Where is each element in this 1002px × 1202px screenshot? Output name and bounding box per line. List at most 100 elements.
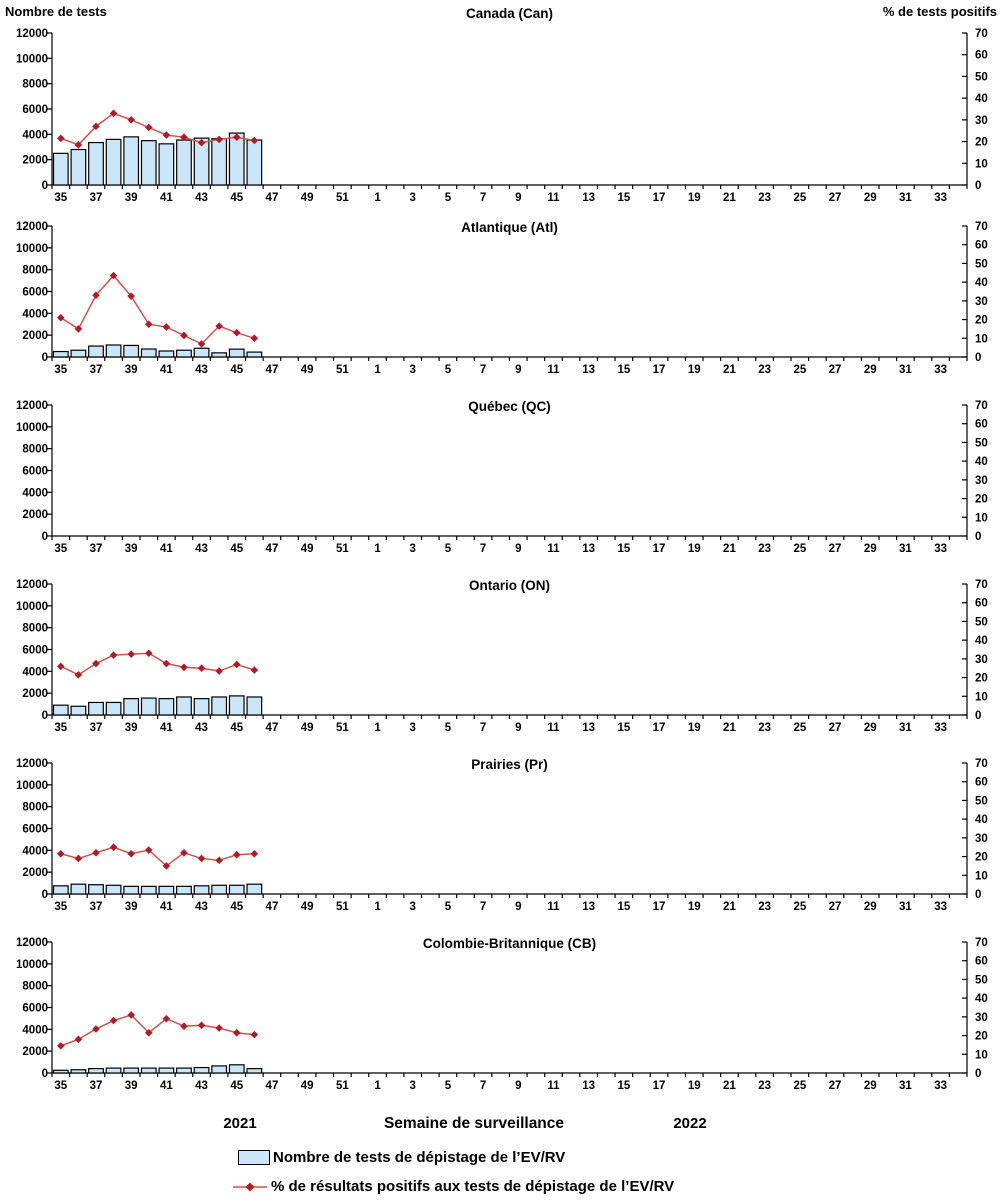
- week-tick-label: 51: [336, 1080, 349, 1092]
- week-tick-label: 17: [653, 901, 666, 913]
- bar-week-41: [158, 1067, 175, 1074]
- left-tick-label: 12000: [16, 937, 48, 949]
- right-tick-label: 0: [975, 180, 981, 192]
- week-tick-label: 23: [758, 1080, 771, 1092]
- bar-week-46: [246, 696, 263, 716]
- right-tick-label: 40: [975, 635, 988, 647]
- right-tick-label: 70: [975, 221, 988, 233]
- bar-week-35: [52, 704, 69, 716]
- tests-bars: [52, 883, 263, 895]
- left-tick-label: 4000: [22, 845, 48, 857]
- week-tick-label: 49: [301, 901, 314, 913]
- week-tick-label: 5: [445, 543, 452, 555]
- week-tick-label: 51: [336, 364, 349, 376]
- week-tick-label: 39: [125, 543, 138, 555]
- week-tick-label: 29: [864, 192, 877, 204]
- week-tick-label: 9: [515, 192, 521, 204]
- panel-canada-can: Nombre de tests % de tests positifs Canada…: [5, 4, 997, 204]
- left-tick-label: 8000: [22, 802, 48, 814]
- week-tick-label: 35: [54, 1080, 67, 1092]
- bar-week-40: [140, 140, 157, 186]
- week-tick-label: 1: [374, 1080, 381, 1092]
- week-tick-label: 11: [547, 722, 560, 734]
- panel-title: Canada (Can): [466, 6, 553, 21]
- bar-week-46: [246, 1068, 263, 1074]
- week-tick-label: 27: [829, 543, 842, 555]
- right-tick-label: 10: [975, 333, 988, 345]
- week-tick-label: 25: [793, 901, 806, 913]
- right-tick-label: 0: [975, 710, 981, 722]
- right-tick-label: 30: [975, 654, 988, 666]
- bar-week-44: [211, 1065, 228, 1074]
- week-tick-label: 51: [336, 722, 349, 734]
- week-tick-label: 43: [195, 543, 208, 555]
- positivity-point-week-37: [92, 122, 100, 131]
- bar-week-40: [140, 885, 157, 895]
- week-tick-label: 7: [480, 722, 486, 734]
- week-tick-label: 21: [723, 192, 736, 204]
- positivity-markers: [56, 109, 259, 149]
- week-tick-label: 27: [829, 901, 842, 913]
- bar-week-41: [158, 350, 175, 358]
- left-tick-label: 6000: [22, 104, 48, 116]
- bar-week-42: [176, 885, 192, 895]
- positivity-point-week-37: [92, 291, 100, 300]
- positivity-point-week-39: [127, 116, 135, 124]
- positivity-point-week-42: [180, 133, 188, 142]
- week-tick-label: 41: [160, 192, 173, 204]
- week-tick-label: 31: [899, 192, 912, 204]
- positivity-markers: [56, 1011, 259, 1050]
- week-tick-label: 47: [266, 722, 279, 734]
- positivity-point-week-43: [197, 1021, 206, 1030]
- week-tick-label: 15: [617, 722, 630, 734]
- week-tick-label: 21: [723, 543, 736, 555]
- week-tick-label: 9: [515, 722, 521, 734]
- positivity-point-week-43: [197, 854, 206, 863]
- week-tick-label: 31: [899, 722, 912, 734]
- left-tick-label: 10000: [16, 780, 48, 792]
- week-tick-label: 35: [54, 722, 67, 734]
- chart-panels: Nombre de tests % de tests positifs Canada…: [5, 4, 997, 1092]
- bar-week-43: [193, 698, 210, 716]
- positivity-point-week-35: [56, 662, 65, 671]
- right-tick-label: 60: [975, 777, 988, 789]
- bar-week-41: [158, 885, 175, 895]
- positivity-line: [60, 846, 255, 867]
- week-tick-label: 39: [125, 722, 138, 734]
- right-tick-label: 50: [975, 795, 988, 807]
- right-tick-label: 0: [975, 1068, 981, 1080]
- right-tick-label: 0: [975, 531, 981, 543]
- week-tick-label: 5: [445, 901, 452, 913]
- panel-prairies-pr: Prairies (Pr) 0 2000 4000 6000 8000 10000 12000…: [16, 757, 988, 913]
- legend-label-positivity: % de résultats positifs aux tests de dép…: [271, 1178, 675, 1195]
- week-tick-label: 11: [547, 901, 560, 913]
- left-tick-label: 6000: [22, 466, 48, 478]
- week-tick-label: 7: [480, 543, 486, 555]
- positivity-point-week-38: [109, 651, 118, 659]
- week-tick-label: 29: [864, 901, 877, 913]
- week-tick-label: 45: [230, 722, 243, 734]
- positivity-point-week-45: [232, 328, 241, 337]
- week-tick-label: 49: [301, 722, 314, 734]
- positivity-point-week-44: [215, 135, 223, 144]
- week-tick-label: 41: [160, 364, 173, 376]
- bar-week-35: [52, 152, 69, 186]
- left-tick-label: 2000: [22, 509, 48, 521]
- week-tick-label: 21: [723, 722, 736, 734]
- bar-week-37: [88, 1068, 104, 1074]
- week-tick-label: 25: [793, 543, 806, 555]
- week-tick-label: 17: [653, 1080, 666, 1092]
- bar-week-44: [211, 696, 228, 716]
- left-tick-label: 0: [42, 710, 48, 722]
- week-tick-label: 41: [160, 901, 173, 913]
- left-tick-label: 0: [42, 1068, 48, 1080]
- week-tick-label: 9: [515, 543, 521, 555]
- right-tick-label: 50: [975, 974, 988, 986]
- positivity-point-week-38: [109, 1016, 118, 1025]
- week-tick-label: 33: [934, 192, 947, 204]
- week-tick-label: 31: [899, 543, 912, 555]
- right-tick-label: 30: [975, 296, 988, 308]
- positivity-point-week-45: [232, 1028, 241, 1037]
- week-tick-label: 1: [374, 722, 381, 734]
- week-tick-label: 47: [266, 901, 279, 913]
